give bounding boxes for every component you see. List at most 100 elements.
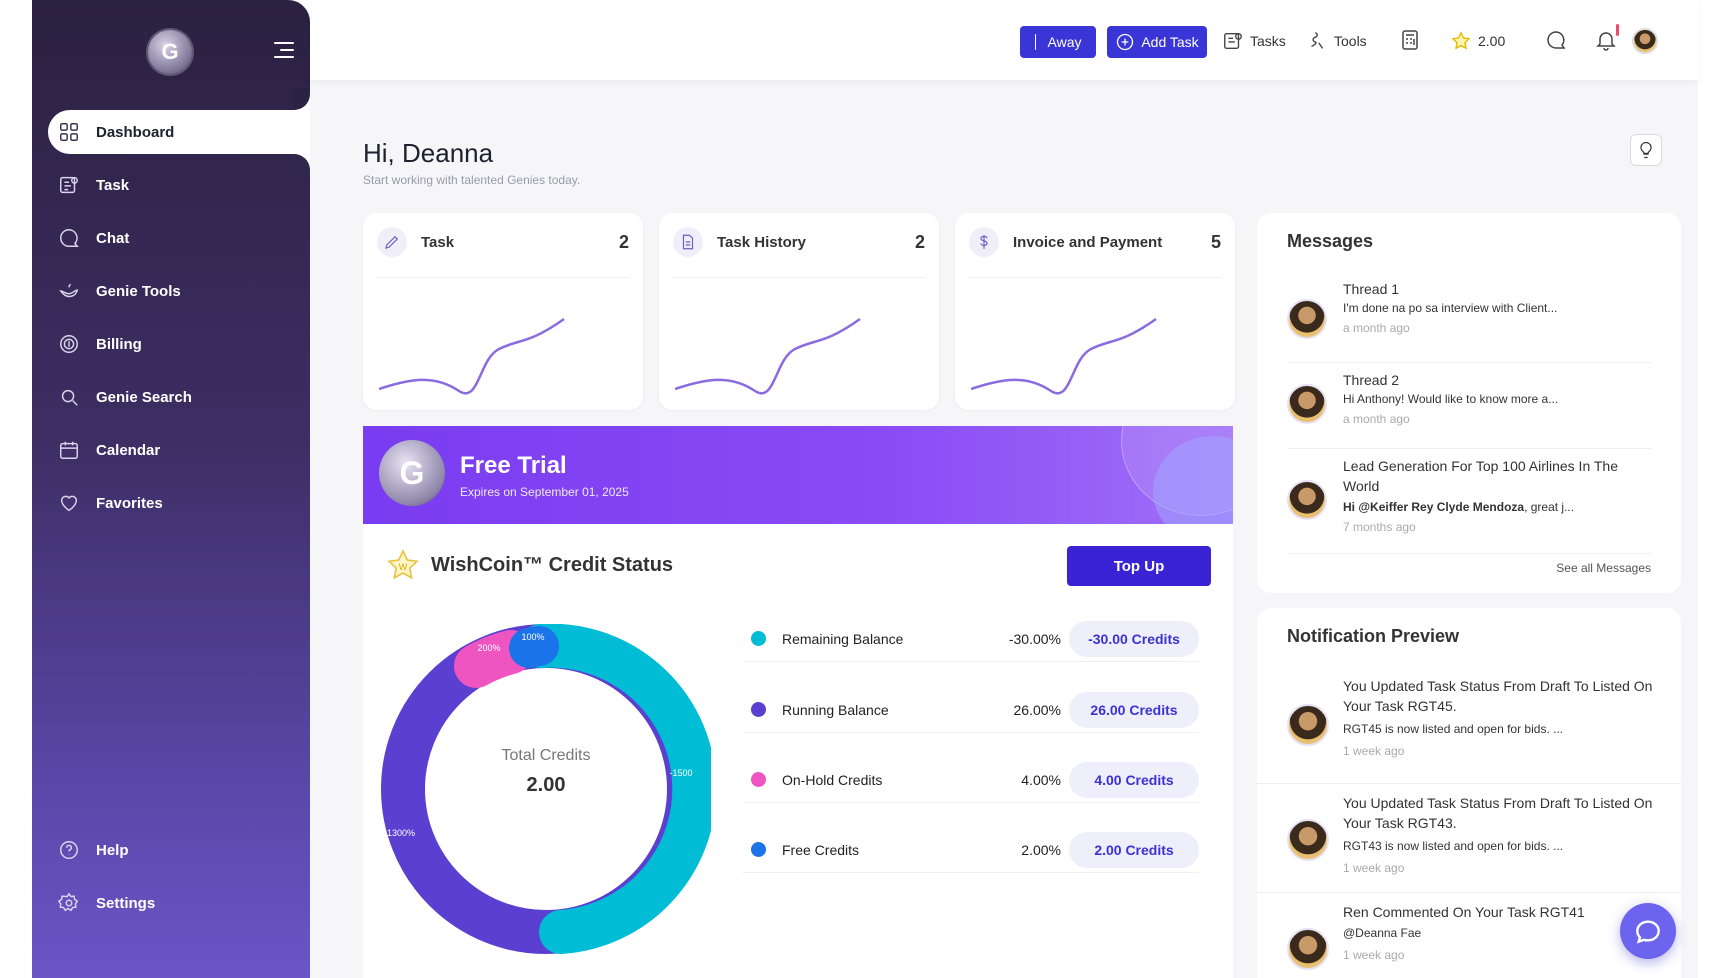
document-icon bbox=[673, 227, 703, 257]
sidebar-item-genie-search[interactable]: Genie Search bbox=[48, 375, 310, 419]
divider bbox=[377, 277, 629, 278]
stat-title: Task History bbox=[717, 233, 806, 251]
trial-expiry: Expires on September 01, 2025 bbox=[460, 485, 629, 499]
sparkline-chart bbox=[971, 317, 1157, 395]
sidebar-item-label: Favorites bbox=[96, 494, 163, 512]
stat-card-header: Task 2 bbox=[377, 227, 629, 257]
genie-lamp-icon bbox=[56, 278, 82, 304]
top-up-button[interactable]: Top Up bbox=[1067, 546, 1211, 586]
see-all-messages-link[interactable]: See all Messages bbox=[1556, 561, 1651, 575]
wishcoin-balance[interactable]: 2.00 bbox=[1450, 26, 1505, 56]
add-task-button[interactable]: Add Task bbox=[1107, 26, 1207, 58]
coin-count: 2.00 bbox=[1478, 33, 1506, 49]
avatar bbox=[1287, 480, 1327, 520]
divider bbox=[673, 277, 925, 278]
message-time: 7 months ago bbox=[1343, 520, 1416, 534]
message-time: a month ago bbox=[1343, 412, 1410, 426]
legend-amount-pill: 26.00 Credits bbox=[1069, 691, 1199, 728]
notifications-title: Notification Preview bbox=[1287, 626, 1460, 646]
message-item[interactable]: Thread 1 I'm done na po sa interview wit… bbox=[1287, 279, 1651, 363]
message-title: Thread 2 bbox=[1343, 372, 1400, 388]
sidebar-item-label: Calendar bbox=[96, 441, 161, 459]
notification-title: Ren Commented On Your Task RGT41 bbox=[1343, 904, 1585, 920]
message-item[interactable]: Thread 2 Hi Anthony! Would like to know … bbox=[1287, 364, 1651, 449]
bell-icon[interactable] bbox=[1594, 28, 1618, 52]
sidebar-item-label: Billing bbox=[96, 335, 142, 353]
avatar bbox=[1287, 704, 1329, 746]
notification-title: You Updated Task Status From Draft To Li… bbox=[1343, 678, 1653, 714]
brand-logo-icon: G bbox=[379, 440, 445, 506]
notification-time: 1 week ago bbox=[1343, 861, 1405, 875]
dashboard-icon bbox=[56, 119, 82, 145]
notification-item[interactable]: You Updated Task Status From Draft To Li… bbox=[1257, 676, 1681, 784]
stat-card-task[interactable]: Task 2 bbox=[363, 213, 643, 410]
mention: Hi @Keiffer Rey Clyde Mendoza bbox=[1343, 500, 1525, 514]
page-subtitle: Start working with talented Genies today… bbox=[363, 173, 581, 187]
stat-card-invoice-payment[interactable]: Invoice and Payment 5 bbox=[955, 213, 1235, 410]
legend-name: On-Hold Credits bbox=[782, 771, 883, 788]
tools-link[interactable]: Tools bbox=[1306, 26, 1367, 56]
tasks-link[interactable]: Tasks bbox=[1222, 26, 1286, 56]
message-preview: Hi Anthony! Would like to know more a... bbox=[1343, 392, 1559, 406]
total-credits-value: 2.00 bbox=[527, 774, 566, 796]
user-avatar[interactable] bbox=[1632, 28, 1658, 54]
message-preview: Hi @Keiffer Rey Clyde Mendoza, great j..… bbox=[1343, 500, 1643, 514]
sidebar-item-help[interactable]: Help bbox=[48, 828, 310, 872]
legend-percent: -30.00% bbox=[1008, 630, 1061, 647]
sidebar-item-label: Task bbox=[96, 176, 130, 194]
notification-preview-panel: Notification Preview You Updated Task St… bbox=[1257, 608, 1681, 978]
sidebar-item-label: Help bbox=[96, 841, 129, 859]
sparkline-chart bbox=[379, 317, 565, 395]
active-tab-curve bbox=[294, 154, 310, 176]
donut-free-segment bbox=[509, 626, 559, 668]
calendar-icon bbox=[56, 437, 82, 463]
notification-body: @Deanna Fae bbox=[1343, 926, 1422, 940]
sidebar-item-task[interactable]: Task bbox=[48, 163, 310, 207]
sidebar-item-label: Genie Tools bbox=[96, 282, 181, 300]
sidebar: G Dashboard Task Chat Genie Tools Billin… bbox=[32, 0, 310, 978]
notification-item[interactable]: You Updated Task Status From Draft To Li… bbox=[1257, 785, 1681, 893]
messages-icon[interactable] bbox=[1544, 28, 1568, 52]
status-divider bbox=[1034, 34, 1036, 50]
dollar-icon bbox=[969, 227, 999, 257]
gear-icon bbox=[56, 890, 82, 916]
chat-icon bbox=[1636, 920, 1660, 944]
stat-count: 5 bbox=[1210, 231, 1221, 252]
chat-bubble-button[interactable] bbox=[1620, 903, 1676, 959]
legend-row-onhold: On-Hold Credits 4.00% 4.00 Credits bbox=[743, 757, 1199, 803]
lightbulb-icon[interactable] bbox=[1630, 134, 1662, 166]
away-status-button[interactable]: Away bbox=[1020, 26, 1096, 58]
notification-item[interactable]: Ren Commented On Your Task RGT41 @Deanna… bbox=[1257, 894, 1681, 978]
sidebar-item-genie-tools[interactable]: Genie Tools bbox=[48, 269, 310, 313]
task-icon bbox=[56, 172, 82, 198]
page-title: Hi, Deanna bbox=[363, 138, 494, 168]
away-label: Away bbox=[1047, 34, 1082, 50]
stat-card-task-history[interactable]: Task History 2 bbox=[659, 213, 939, 410]
stat-count: 2 bbox=[618, 231, 629, 252]
legend-name: Running Balance bbox=[782, 701, 889, 718]
total-credits-label: Total Credits bbox=[502, 747, 591, 764]
calculator-icon[interactable] bbox=[1398, 28, 1422, 52]
legend-row-remaining: Remaining Balance -30.00% -30.00 Credits bbox=[743, 616, 1199, 662]
sidebar-item-settings[interactable]: Settings bbox=[48, 881, 310, 925]
wishcoin-star-icon: W bbox=[387, 549, 419, 580]
brand-logo-icon[interactable]: G bbox=[148, 30, 192, 74]
hamburger-menu-icon[interactable] bbox=[274, 42, 294, 58]
sidebar-item-label: Genie Search bbox=[96, 388, 192, 406]
sidebar-item-billing[interactable]: Billing bbox=[48, 322, 310, 366]
messages-panel: Messages Thread 1 I'm done na po sa inte… bbox=[1257, 213, 1681, 593]
active-tab-curve bbox=[294, 88, 310, 110]
credit-donut-chart: Total Credits 2.00 100% 200% 1300% -1500 bbox=[381, 624, 711, 954]
avatar bbox=[1287, 819, 1329, 861]
credit-title: WishCoin™ Credit Status bbox=[431, 554, 674, 576]
message-item[interactable]: Lead Generation For Top 100 Airlines In … bbox=[1287, 450, 1651, 554]
message-title: Lead Generation For Top 100 Airlines In … bbox=[1343, 458, 1618, 494]
sidebar-item-chat[interactable]: Chat bbox=[48, 216, 310, 260]
sidebar-item-favorites[interactable]: Favorites bbox=[48, 481, 310, 525]
legend-percent: 4.00% bbox=[1021, 771, 1061, 788]
heart-icon bbox=[56, 490, 82, 516]
sidebar-item-dashboard[interactable]: Dashboard bbox=[48, 110, 310, 154]
sidebar-item-calendar[interactable]: Calendar bbox=[48, 428, 310, 472]
notification-time: 1 week ago bbox=[1343, 744, 1405, 758]
legend-dot bbox=[751, 842, 766, 857]
